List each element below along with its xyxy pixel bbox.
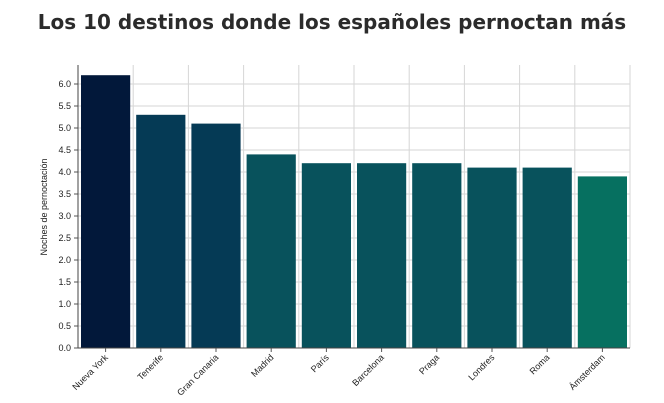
bar <box>357 163 407 348</box>
x-tick-label: Londres <box>466 352 496 382</box>
x-tick-label: Praga <box>417 352 441 376</box>
bar <box>412 163 462 348</box>
bar <box>301 163 351 348</box>
x-tick-label: Gran Canaria <box>175 352 220 397</box>
y-tick-label: 5.5 <box>58 101 71 111</box>
y-tick-label: 4.0 <box>58 167 71 177</box>
y-tick-label: 2.0 <box>58 255 71 265</box>
y-axis-label: Noches de pernoctación <box>39 158 49 255</box>
y-tick-label: 4.5 <box>58 145 71 155</box>
bar <box>577 176 627 348</box>
bar <box>81 75 131 348</box>
x-tick-label: Ámsterdam <box>567 352 607 392</box>
y-tick-label: 0.5 <box>58 321 71 331</box>
x-tick-label: Madrid <box>249 352 276 379</box>
chart-title: Los 10 destinos donde los españoles pern… <box>37 10 627 34</box>
y-tick-label: 2.5 <box>58 233 71 243</box>
y-tick-label: 3.5 <box>58 189 71 199</box>
bar <box>522 167 572 348</box>
x-tick-label: Barcelona <box>350 352 386 388</box>
y-tick-label: 5.0 <box>58 123 71 133</box>
x-tick-label: París <box>309 352 331 374</box>
x-tick-label: Roma <box>528 352 552 376</box>
y-tick-label: 1.0 <box>58 299 71 309</box>
y-tick-label: 1.5 <box>58 277 71 287</box>
bar <box>467 167 517 348</box>
bars <box>81 75 627 348</box>
bar <box>191 123 241 348</box>
bar <box>246 154 296 348</box>
x-tick-label: Nueva York <box>70 352 110 392</box>
y-tick-label: 6.0 <box>58 79 71 89</box>
y-tick-label: 0.0 <box>58 343 71 353</box>
y-tick-label: 3.0 <box>58 211 71 221</box>
x-tick-label: Tenerife <box>135 352 165 382</box>
bar <box>136 114 186 348</box>
